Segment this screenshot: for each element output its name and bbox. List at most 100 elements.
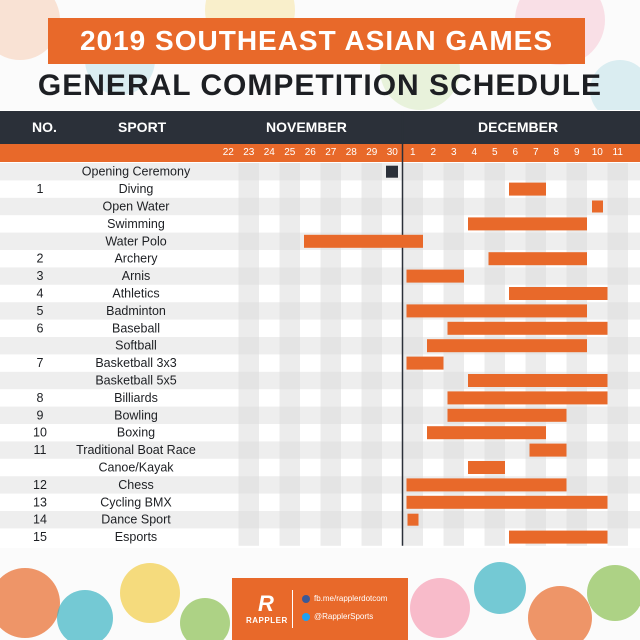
brand-name: RAPPLER bbox=[246, 616, 288, 625]
day-tick-label: 2 bbox=[430, 147, 437, 158]
day-tick-label: 24 bbox=[263, 147, 275, 158]
day-tick-label: 5 bbox=[491, 147, 498, 158]
schedule-bar bbox=[509, 287, 608, 300]
row-sport-label: Water Polo bbox=[105, 234, 166, 248]
schedule-bar bbox=[447, 408, 567, 422]
grid-column-shade bbox=[402, 163, 423, 546]
column-header-november: NOVEMBER bbox=[266, 119, 347, 135]
row-sport-label: Archery bbox=[114, 252, 158, 266]
row-number: 4 bbox=[37, 287, 44, 301]
schedule-bar bbox=[406, 304, 587, 318]
row-sport-label: Diving bbox=[119, 182, 154, 196]
grid-column-shade bbox=[607, 163, 628, 546]
column-header-december: DECEMBER bbox=[478, 119, 559, 135]
grid-column-shade bbox=[443, 163, 464, 546]
schedule-bar bbox=[406, 356, 444, 370]
day-tick-label: 10 bbox=[591, 147, 603, 158]
row-sport-label: Athletics bbox=[112, 287, 159, 301]
day-tick-label: 7 bbox=[532, 147, 539, 158]
row-sport-label: Opening Ceremony bbox=[82, 165, 191, 179]
row-number: 12 bbox=[33, 478, 47, 492]
row-sport-label: Open Water bbox=[103, 200, 170, 214]
twitter-handle: @RapplerSports bbox=[314, 612, 374, 621]
schedule-bar bbox=[427, 339, 587, 353]
schedule-bar bbox=[304, 234, 423, 248]
row-sport-label: Basketball 3x3 bbox=[95, 356, 176, 370]
row-number: 15 bbox=[33, 530, 47, 544]
twitter-link[interactable]: @RapplerSports bbox=[302, 612, 373, 621]
row-number: 2 bbox=[37, 252, 44, 266]
row-sport-label: Esports bbox=[115, 530, 157, 544]
row-number: 13 bbox=[33, 495, 47, 509]
schedule-bar bbox=[488, 252, 587, 266]
row-number: 5 bbox=[37, 304, 44, 318]
row-sport-label: Baseball bbox=[112, 321, 160, 335]
schedule-bar bbox=[509, 182, 546, 196]
row-stripe bbox=[0, 511, 640, 529]
schedule-bar bbox=[406, 495, 608, 509]
row-sport-label: Bowling bbox=[114, 408, 158, 422]
row-number: 10 bbox=[33, 426, 47, 440]
row-sport-label: Dance Sport bbox=[101, 513, 171, 527]
facebook-handle: fb.me/rapplerdotcom bbox=[314, 594, 388, 603]
row-sport-label: Arnis bbox=[122, 269, 150, 283]
column-header-bar: NO. SPORT NOVEMBER DECEMBER bbox=[0, 111, 640, 144]
grid-column-shade bbox=[279, 163, 300, 546]
row-sport-label: Softball bbox=[115, 339, 157, 353]
schedule-bar bbox=[407, 513, 419, 526]
page-subtitle: GENERAL COMPETITION SCHEDULE bbox=[37, 69, 603, 102]
row-sport-label: Basketball 5x5 bbox=[95, 374, 176, 388]
row-number: 1 bbox=[37, 182, 44, 196]
day-tick-label: 1 bbox=[409, 147, 416, 158]
schedule-bar bbox=[427, 426, 546, 440]
day-tick-label: 9 bbox=[573, 147, 580, 158]
row-sport-label: Cycling BMX bbox=[100, 495, 172, 509]
column-header-no: NO. bbox=[32, 119, 57, 135]
day-tick-label: 4 bbox=[471, 147, 478, 158]
row-sport-label: Canoe/Kayak bbox=[98, 461, 174, 475]
row-number: 6 bbox=[37, 321, 44, 335]
grid-column-shade bbox=[238, 163, 259, 546]
schedule-bar bbox=[468, 374, 608, 387]
day-tick-label: 25 bbox=[284, 147, 296, 158]
decorative-balls-illustration bbox=[0, 562, 640, 640]
row-sport-label: Swimming bbox=[107, 217, 165, 231]
row-sport-label: Chess bbox=[118, 478, 153, 492]
day-tick-label: 30 bbox=[386, 147, 398, 158]
row-number: 7 bbox=[37, 356, 44, 370]
day-tick-label: 26 bbox=[304, 147, 316, 158]
schedule-bar bbox=[468, 461, 505, 474]
day-tick-label: 29 bbox=[366, 147, 378, 158]
grid-column-shade bbox=[361, 163, 382, 546]
schedule-bar bbox=[447, 391, 608, 405]
schedule-bar bbox=[468, 217, 587, 231]
row-number: 11 bbox=[34, 443, 47, 457]
schedule-bar bbox=[529, 443, 567, 457]
schedule-chart: Opening Ceremony 1 Diving Open Water Swimmin… bbox=[0, 111, 640, 546]
facebook-link[interactable]: fb.me/rapplerdotcom bbox=[302, 594, 387, 603]
day-tick-label: 22 bbox=[222, 147, 234, 158]
row-sport-label: Badminton bbox=[106, 304, 166, 318]
column-header-sport: SPORT bbox=[118, 119, 167, 135]
page-title: 2019 SOUTHEAST ASIAN GAMES bbox=[48, 18, 585, 64]
grid-column-shade bbox=[320, 163, 341, 546]
schedule-bar bbox=[592, 200, 603, 213]
day-tick-label: 28 bbox=[345, 147, 357, 158]
day-tick-label: 11 bbox=[612, 147, 623, 158]
schedule-bar bbox=[406, 269, 464, 283]
schedule-bar bbox=[447, 321, 608, 335]
footer-separator bbox=[292, 590, 293, 628]
row-number: 8 bbox=[37, 391, 44, 405]
schedule-bar bbox=[509, 530, 608, 544]
schedule-bar bbox=[406, 478, 567, 492]
twitter-icon bbox=[302, 612, 310, 621]
day-tick-label: 8 bbox=[553, 147, 560, 158]
facebook-icon bbox=[302, 594, 310, 603]
footer-brand-box: R RAPPLER fb.me/rapplerdotcom @RapplerSp… bbox=[232, 578, 408, 640]
row-sport-label: Traditional Boat Race bbox=[76, 443, 196, 457]
day-labels-row: 22 23 24 25 26 27 28 29 30 1 2 3 4 5 6 7 8 9 10 11 bbox=[0, 144, 640, 162]
row-sport-label: Billiards bbox=[114, 391, 158, 405]
day-tick-label: 23 bbox=[243, 147, 255, 158]
row-stripe bbox=[0, 163, 640, 181]
row-number: 9 bbox=[37, 408, 44, 422]
